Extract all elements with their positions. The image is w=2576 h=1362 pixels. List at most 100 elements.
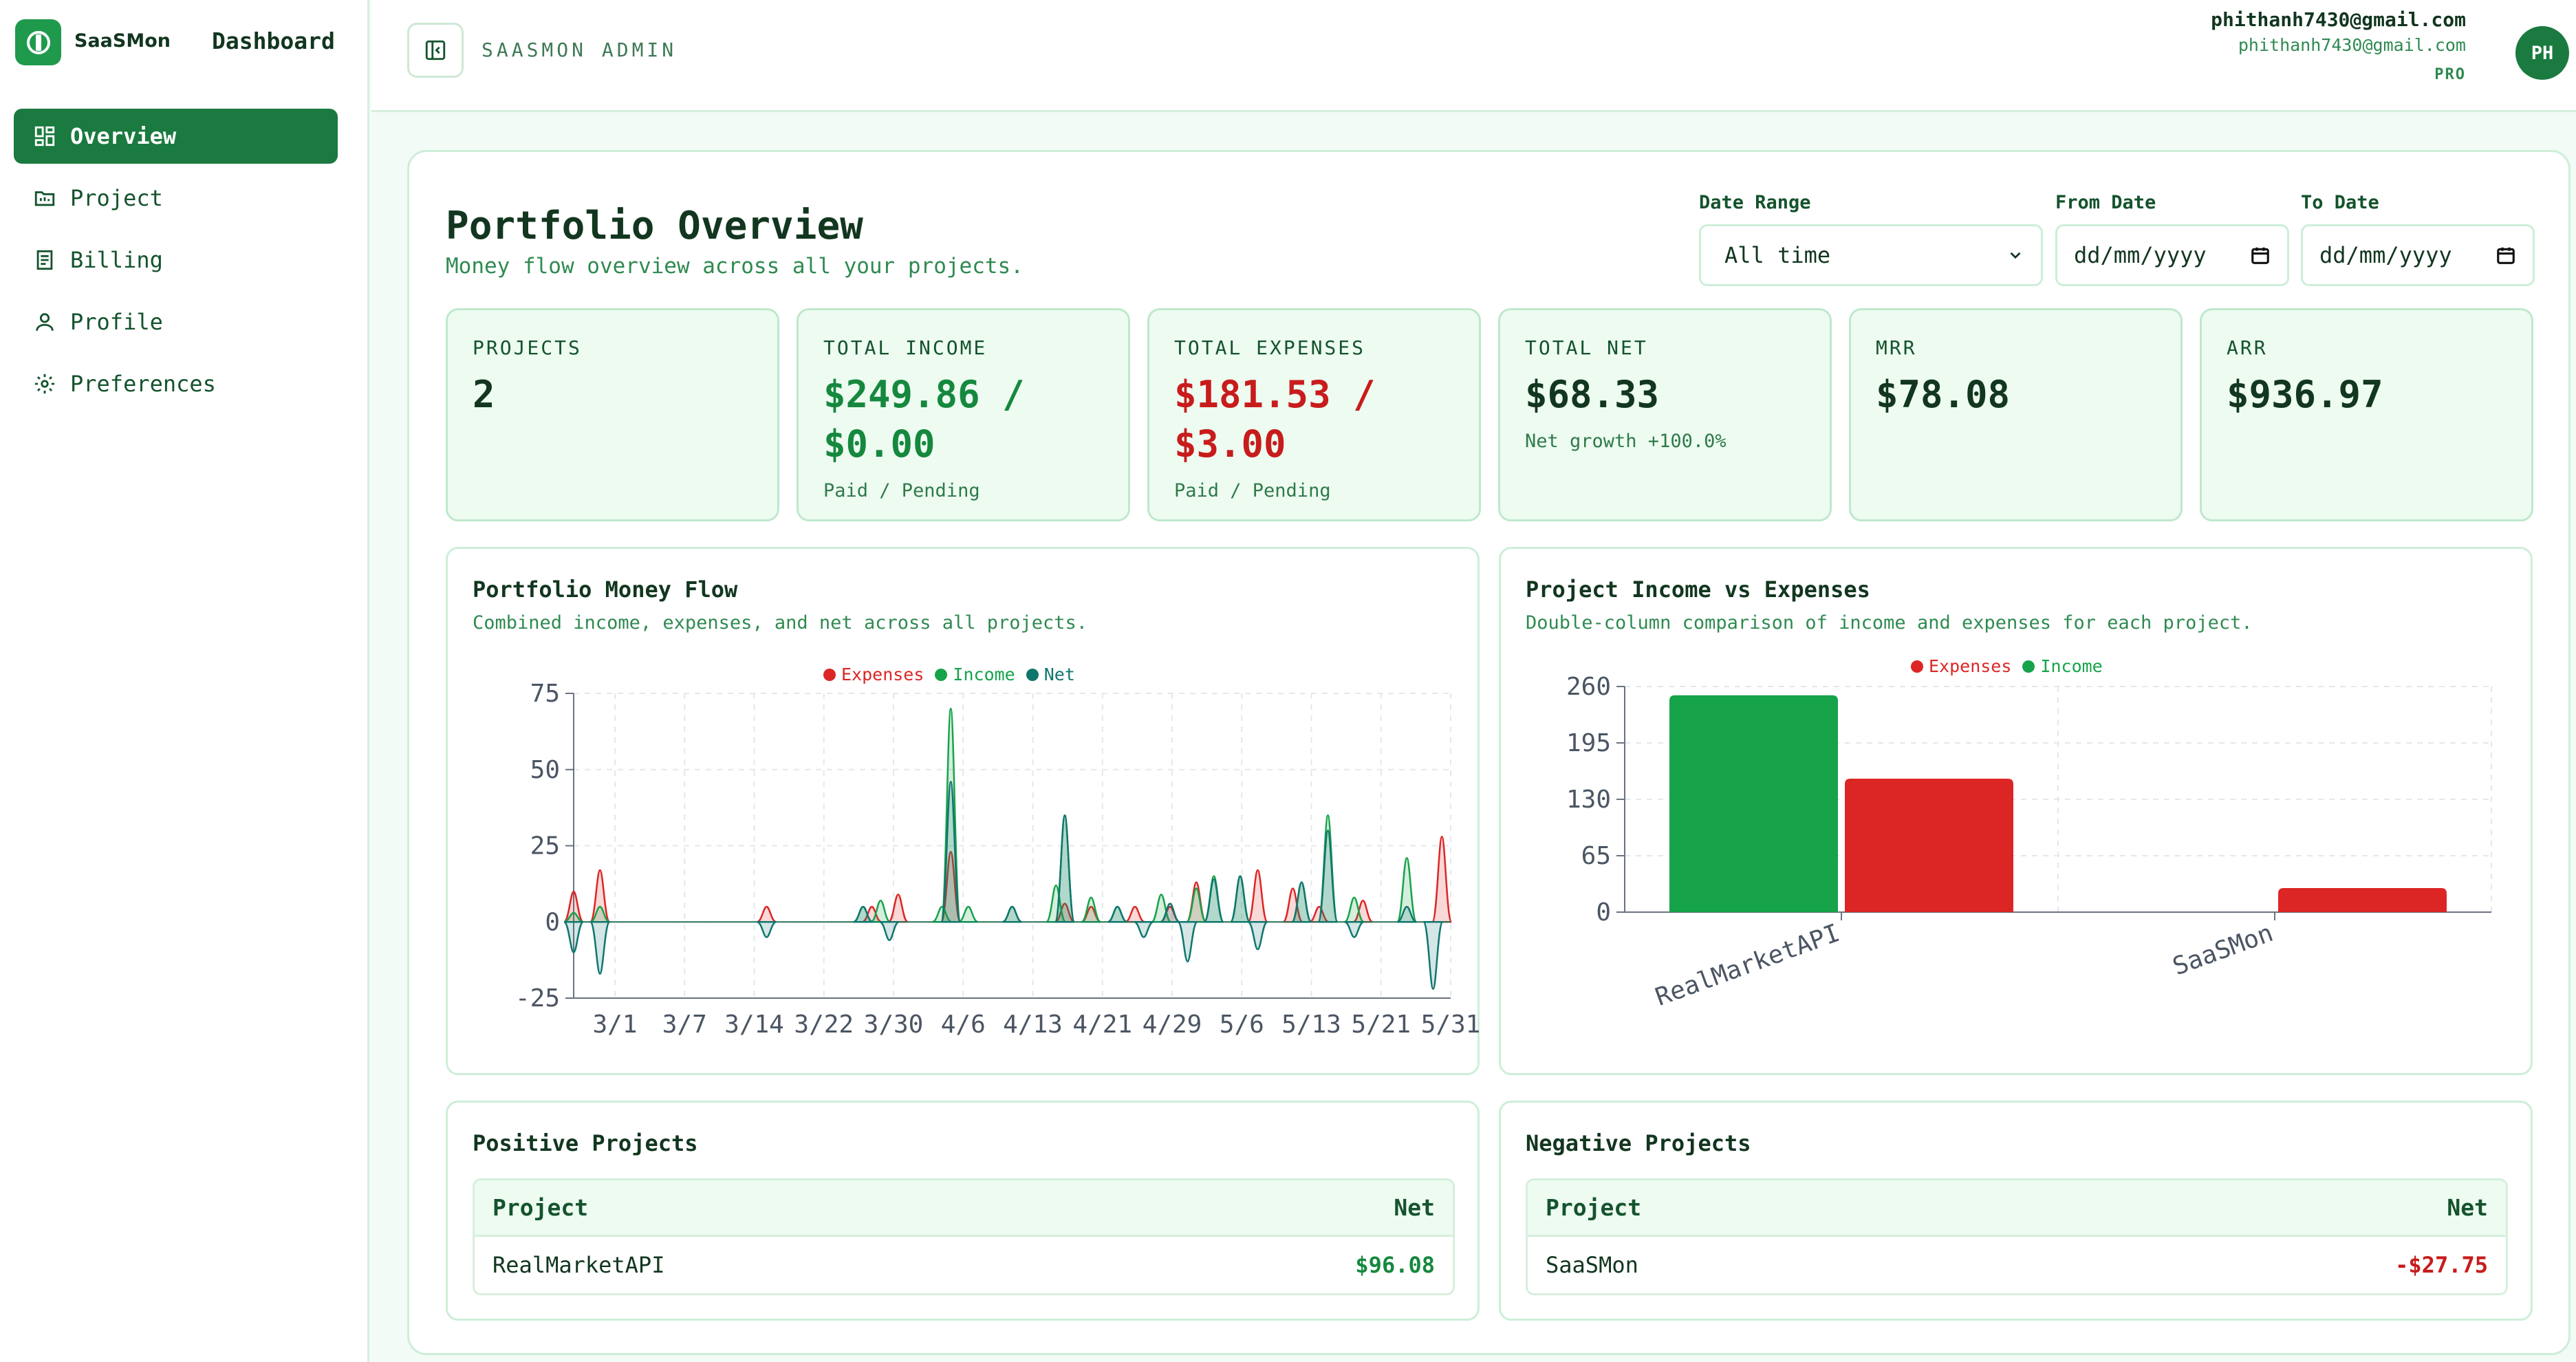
panel-title: Project Income vs Expenses <box>1526 576 1870 603</box>
kpi-projects: PROJECTS 2 <box>446 308 779 521</box>
table-header: Project Net <box>475 1180 1453 1237</box>
brand[interactable]: SaaSMon Dashboard <box>15 19 359 69</box>
money-flow-panel: Portfolio Money Flow Combined income, ex… <box>446 547 1480 1075</box>
kpi-sub: Paid / Pending <box>1174 480 1331 501</box>
legend-label-income: Income <box>2040 656 2103 676</box>
kpi-value: 2 <box>473 373 495 416</box>
kpi-total-expenses: TOTAL EXPENSES $181.53 / $3.00 Paid / Pe… <box>1147 308 1481 521</box>
series-peak-expenses <box>1352 899 1374 923</box>
sidebar-toggle-button[interactable] <box>407 23 464 78</box>
admin-label: SAASMON ADMIN <box>481 39 678 61</box>
sidebar-item-preferences[interactable]: Preferences <box>14 356 338 411</box>
series-peak-net <box>589 921 611 975</box>
panel-description: Combined income, expenses, and net acros… <box>473 612 1088 634</box>
series-peak-net <box>1422 921 1444 990</box>
series-peak-income <box>1046 884 1067 923</box>
kpi-label: TOTAL INCOME <box>823 336 988 359</box>
main-content: Portfolio Overview Money flow overview a… <box>407 150 2570 1355</box>
y-tick-label: 260 <box>1566 673 1611 701</box>
user-info[interactable]: phithanh7430@gmail.com phithanh7430@gmai… <box>2211 8 2466 83</box>
y-tick-label: 0 <box>1596 898 1611 927</box>
kpi-value: $78.08 <box>1876 373 2011 416</box>
series-peak-net <box>757 921 777 938</box>
avatar[interactable]: PH <box>2515 26 2569 80</box>
chevron-down-icon <box>2010 252 2021 259</box>
series-peak-expenses <box>563 890 585 923</box>
sidebar-item-profile[interactable]: Profile <box>14 294 338 349</box>
series-peak-net <box>853 905 874 923</box>
y-tick-label: 75 <box>530 680 560 708</box>
series-peak-expenses <box>888 894 909 923</box>
cell-project: RealMarketAPI <box>493 1252 665 1278</box>
sidebar-nav: Overview Project Billing Profile Prefere… <box>14 109 338 418</box>
to-date-input[interactable]: dd/mm/yyyy <box>2301 224 2535 286</box>
kpi-label: PROJECTS <box>473 336 582 359</box>
plan-badge: PRO <box>2434 66 2466 83</box>
series-peak-expenses <box>1282 887 1303 923</box>
panel-description: Double-column comparison of income and e… <box>1526 612 2253 634</box>
panel-title: Positive Projects <box>473 1130 698 1156</box>
series-peak-income <box>1186 887 1207 923</box>
sidebar-item-project[interactable]: Project <box>14 171 338 226</box>
kpi-label: TOTAL NET <box>1525 336 1648 359</box>
col-project: Project <box>1546 1194 1642 1221</box>
kpi-label: ARR <box>2227 336 2268 359</box>
series-peak-net <box>1134 921 1154 938</box>
series-peak-net <box>563 921 585 953</box>
coin-logo-icon <box>15 19 61 65</box>
panel-title: Portfolio Money Flow <box>473 576 738 603</box>
series-peak-expenses <box>1054 902 1075 923</box>
gear-icon <box>34 374 55 394</box>
y-tick-label: 25 <box>530 832 560 861</box>
kpi-total-income: TOTAL INCOME $249.86 / $0.00 Paid / Pend… <box>797 308 1130 521</box>
receipt-icon <box>36 250 53 270</box>
top-header: SAASMON ADMIN phithanh7430@gmail.com phi… <box>371 0 2576 112</box>
panel-collapse-icon <box>425 40 446 61</box>
series-peak-income <box>870 899 891 923</box>
income-vs-expenses-panel: Project Income vs Expenses Double-column… <box>1499 547 2533 1075</box>
y-tick-label: 195 <box>1566 729 1611 757</box>
kpi-value: $936.97 <box>2227 373 2383 416</box>
grid-icon <box>34 126 55 147</box>
date-range-select[interactable]: All time <box>1699 224 2043 286</box>
legend-label-net: Net <box>1043 664 1075 684</box>
series-peak-income <box>932 905 952 923</box>
from-date-filter: From Date dd/mm/yyyy <box>2055 192 2289 286</box>
page-subtitle: Money flow overview across all your proj… <box>446 254 1024 279</box>
kpi-label: TOTAL EXPENSES <box>1174 336 1366 359</box>
bar-income <box>1669 695 1838 912</box>
from-date-input[interactable]: dd/mm/yyyy <box>2055 224 2289 286</box>
panel-title: Negative Projects <box>1526 1130 1751 1156</box>
kpi-value-pending: $0.00 <box>823 422 935 466</box>
series-peak-income <box>1396 856 1418 923</box>
sidebar-item-label: Billing <box>70 247 163 273</box>
series-peak-expenses <box>940 851 962 923</box>
sidebar-item-billing[interactable]: Billing <box>14 233 338 288</box>
series-peak-net <box>1291 881 1312 923</box>
x-tick-label: 3/14 <box>724 1010 784 1039</box>
table-row[interactable]: RealMarketAPI $96.08 <box>475 1237 1453 1293</box>
sidebar-item-overview[interactable]: Overview <box>14 109 338 164</box>
series-peak-expenses <box>589 869 611 923</box>
series-peak-net <box>1160 902 1180 923</box>
series-peak-income <box>563 911 584 923</box>
x-tick-label: 4/6 <box>941 1010 986 1039</box>
x-tick-label: 4/13 <box>1003 1010 1063 1039</box>
x-tick-label: 3/7 <box>662 1010 707 1039</box>
series-peak-expenses <box>757 905 777 923</box>
date-range-value: All time <box>1724 242 1831 268</box>
from-date-placeholder: dd/mm/yyyy <box>2074 242 2207 268</box>
series-peak-expenses <box>1247 869 1268 923</box>
bar-expenses <box>2278 887 2447 912</box>
legend-label-expenses: Expenses <box>1929 656 2012 676</box>
series-peak-net <box>1203 878 1224 923</box>
calendar-icon <box>2497 247 2515 264</box>
series-peak-income <box>1344 896 1365 923</box>
kpi-sub: Net growth +100.0% <box>1525 431 1727 452</box>
kpi-value-pending: $3.00 <box>1174 422 1286 466</box>
table-row[interactable]: SaaSMon -$27.75 <box>1528 1237 2506 1293</box>
sidebar-item-label: Profile <box>70 309 163 335</box>
from-date-label: From Date <box>2055 192 2156 213</box>
date-range-label: Date Range <box>1699 192 1811 213</box>
x-tick-label: 5/13 <box>1281 1010 1341 1039</box>
